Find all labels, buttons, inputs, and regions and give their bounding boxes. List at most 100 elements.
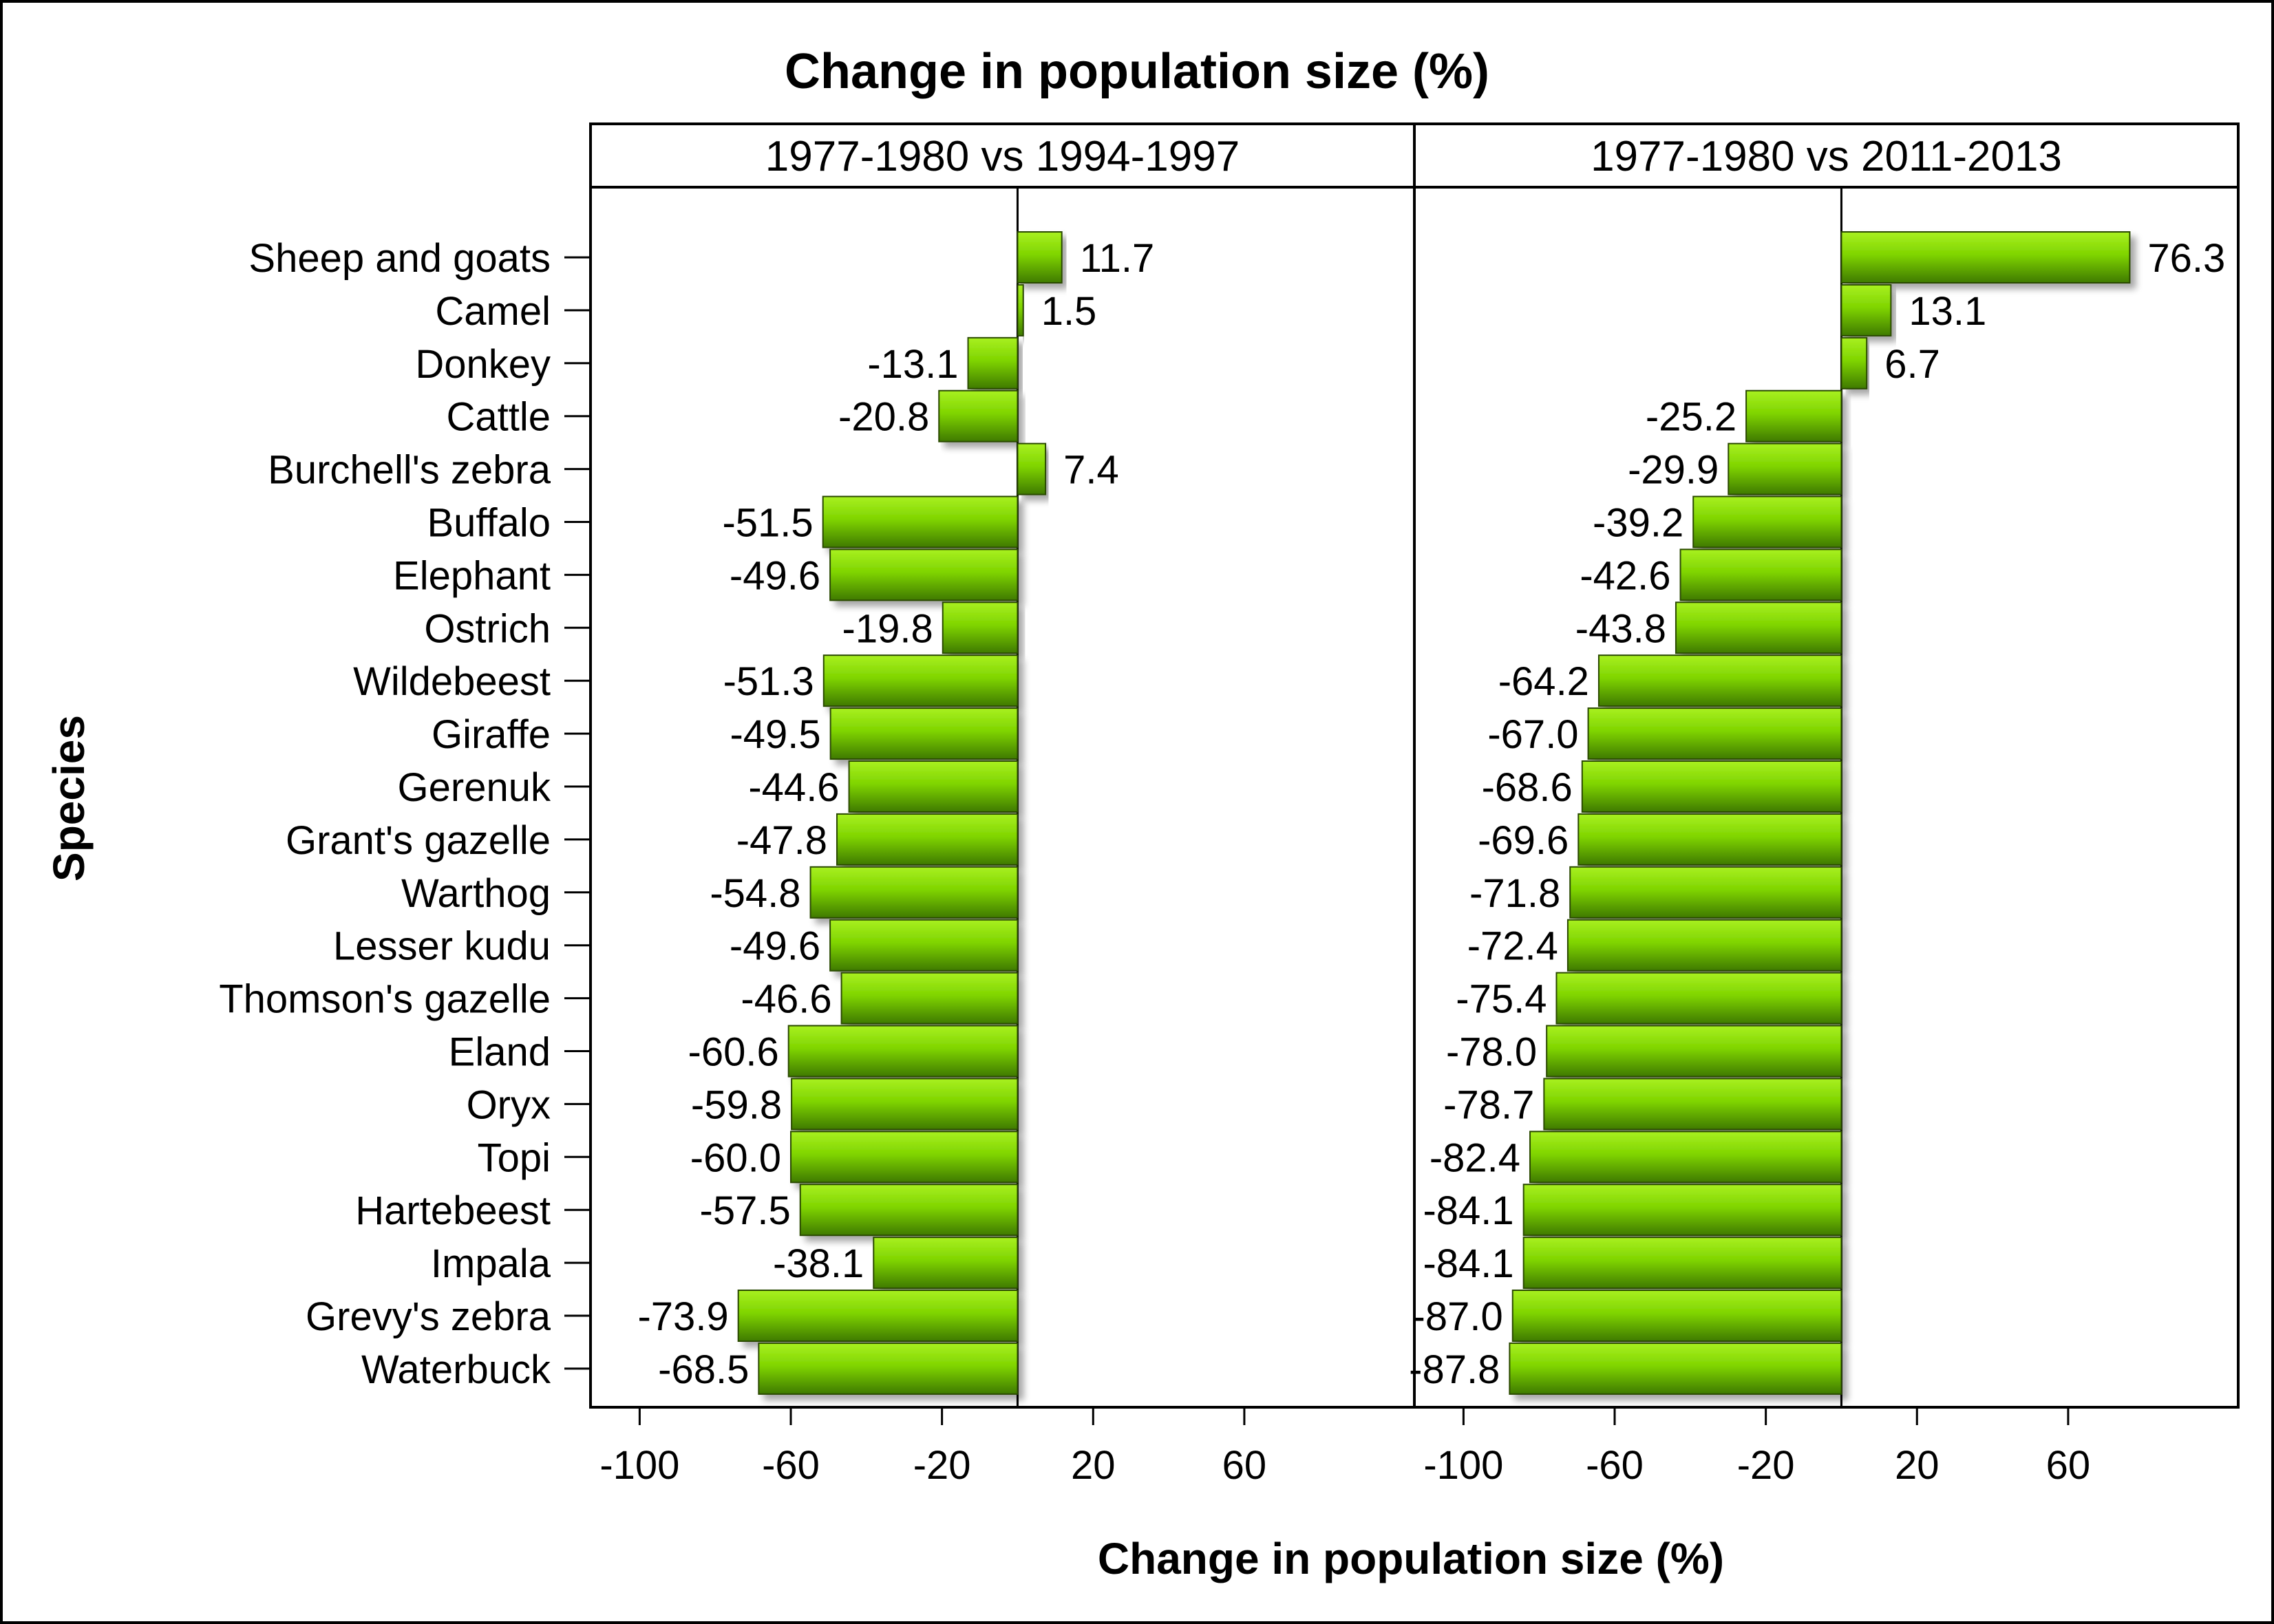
value-label: -68.6 <box>1482 765 1573 810</box>
value-label: -71.8 <box>1469 871 1560 916</box>
x-tick-label: -100 <box>1423 1443 1503 1488</box>
bar <box>1569 866 1842 919</box>
x-axis-title: Change in population size (%) <box>1098 1534 1724 1583</box>
bar <box>791 1078 1019 1131</box>
bar <box>1543 1078 1842 1131</box>
bar <box>848 760 1019 813</box>
value-label: -20.8 <box>838 395 929 440</box>
bar <box>1840 284 1892 336</box>
bar <box>1840 336 1868 389</box>
value-label: 7.4 <box>1063 448 1119 493</box>
bar <box>822 654 1019 707</box>
bar <box>1728 442 1842 495</box>
bar <box>1577 813 1842 866</box>
bar <box>829 548 1019 601</box>
y-tick-label: Cattle <box>446 395 551 440</box>
bar <box>1017 284 1024 336</box>
value-label: -39.2 <box>1593 501 1683 546</box>
value-label: -13.1 <box>867 342 958 387</box>
x-tick-label: 20 <box>1895 1443 1940 1488</box>
value-label: -84.1 <box>1423 1188 1513 1233</box>
bar <box>1509 1342 1842 1395</box>
value-label: 76.3 <box>2147 236 2225 281</box>
value-label: -78.7 <box>1443 1082 1534 1127</box>
value-label: -73.9 <box>637 1294 728 1339</box>
value-label: 13.1 <box>1909 289 1986 334</box>
bar <box>840 972 1019 1025</box>
value-label: -64.2 <box>1498 659 1589 704</box>
bar <box>873 1237 1019 1290</box>
value-label: -49.5 <box>730 712 820 757</box>
bar <box>799 1184 1019 1237</box>
y-tick-label: Topi <box>478 1135 551 1180</box>
bar <box>822 495 1019 548</box>
y-tick-label: Camel <box>435 289 551 334</box>
value-label: -57.5 <box>700 1188 791 1233</box>
panel-strip <box>589 122 1416 189</box>
bar <box>758 1342 1019 1395</box>
bar <box>1675 601 1842 654</box>
panel-frame <box>1413 186 2240 1409</box>
value-label: -68.5 <box>658 1347 749 1392</box>
x-tick-label: 20 <box>1071 1443 1116 1488</box>
bar <box>836 813 1019 866</box>
y-tick-label: Eland <box>449 1030 551 1075</box>
value-label: -54.8 <box>710 871 800 916</box>
value-label: -29.9 <box>1628 448 1719 493</box>
value-label: -59.8 <box>691 1082 782 1127</box>
bar <box>938 389 1019 442</box>
value-label: -25.2 <box>1646 395 1736 440</box>
value-label: 11.7 <box>1080 236 1155 281</box>
value-label: -49.6 <box>730 553 820 598</box>
y-tick-label: Grant's gazelle <box>286 818 551 863</box>
value-label: -38.1 <box>773 1241 864 1286</box>
y-tick-label: Giraffe <box>432 712 551 757</box>
value-label: 6.7 <box>1884 342 1940 387</box>
bar <box>1529 1131 1842 1184</box>
bar <box>1522 1184 1842 1237</box>
value-label: -42.6 <box>1580 553 1670 598</box>
y-tick-label: Sheep and goats <box>248 236 551 281</box>
y-tick-label: Gerenuk <box>398 765 551 810</box>
bar <box>1840 231 2131 284</box>
x-tick-label: -20 <box>913 1443 971 1488</box>
y-tick-label: Lesser kudu <box>333 924 551 969</box>
chart-marks: 1977-1980 vs 1994-1997 11.7 1.5 -13.1 -20.8 7… <box>219 122 2240 1488</box>
bar <box>1017 231 1063 284</box>
value-label: -43.8 <box>1575 606 1666 651</box>
value-label: -51.3 <box>723 659 814 704</box>
y-tick-label: Waterbuck <box>361 1347 551 1392</box>
panel-strip-label: 1977-1980 vs 2011-2013 <box>1591 133 2062 180</box>
bar <box>1511 1290 1842 1342</box>
bar <box>787 1025 1019 1078</box>
bar <box>1566 919 1842 972</box>
value-label: -69.6 <box>1478 818 1569 863</box>
x-tick-label: -20 <box>1737 1443 1795 1488</box>
y-tick-label: Hartebeest <box>355 1188 551 1233</box>
y-tick-label: Wildebeest <box>353 659 551 704</box>
y-tick-label: Warthog <box>401 871 551 916</box>
value-label: -78.0 <box>1446 1030 1537 1075</box>
value-label: -19.8 <box>842 606 933 651</box>
y-tick-label: Impala <box>431 1241 551 1286</box>
panel-strip-label: 1977-1980 vs 1994-1997 <box>765 133 1240 180</box>
y-tick-label: Ostrich <box>424 606 551 651</box>
y-tick-label: Thomson's gazelle <box>219 977 551 1022</box>
x-tick-label: 60 <box>2046 1443 2091 1488</box>
bar <box>1522 1237 1842 1290</box>
value-label: -49.6 <box>730 924 820 969</box>
value-label: -60.0 <box>690 1135 781 1180</box>
bar <box>1745 389 1842 442</box>
value-label: -72.4 <box>1467 924 1558 969</box>
value-label: -84.1 <box>1423 1241 1513 1286</box>
bar <box>1546 1025 1842 1078</box>
value-label: -87.0 <box>1412 1294 1503 1339</box>
y-tick-label: Donkey <box>415 342 551 387</box>
value-label: -87.8 <box>1409 1347 1500 1392</box>
bar <box>1587 707 1842 760</box>
x-tick-label: -60 <box>1586 1443 1644 1488</box>
y-tick-label: Burchell's zebra <box>268 448 551 493</box>
value-label: -47.8 <box>736 818 827 863</box>
